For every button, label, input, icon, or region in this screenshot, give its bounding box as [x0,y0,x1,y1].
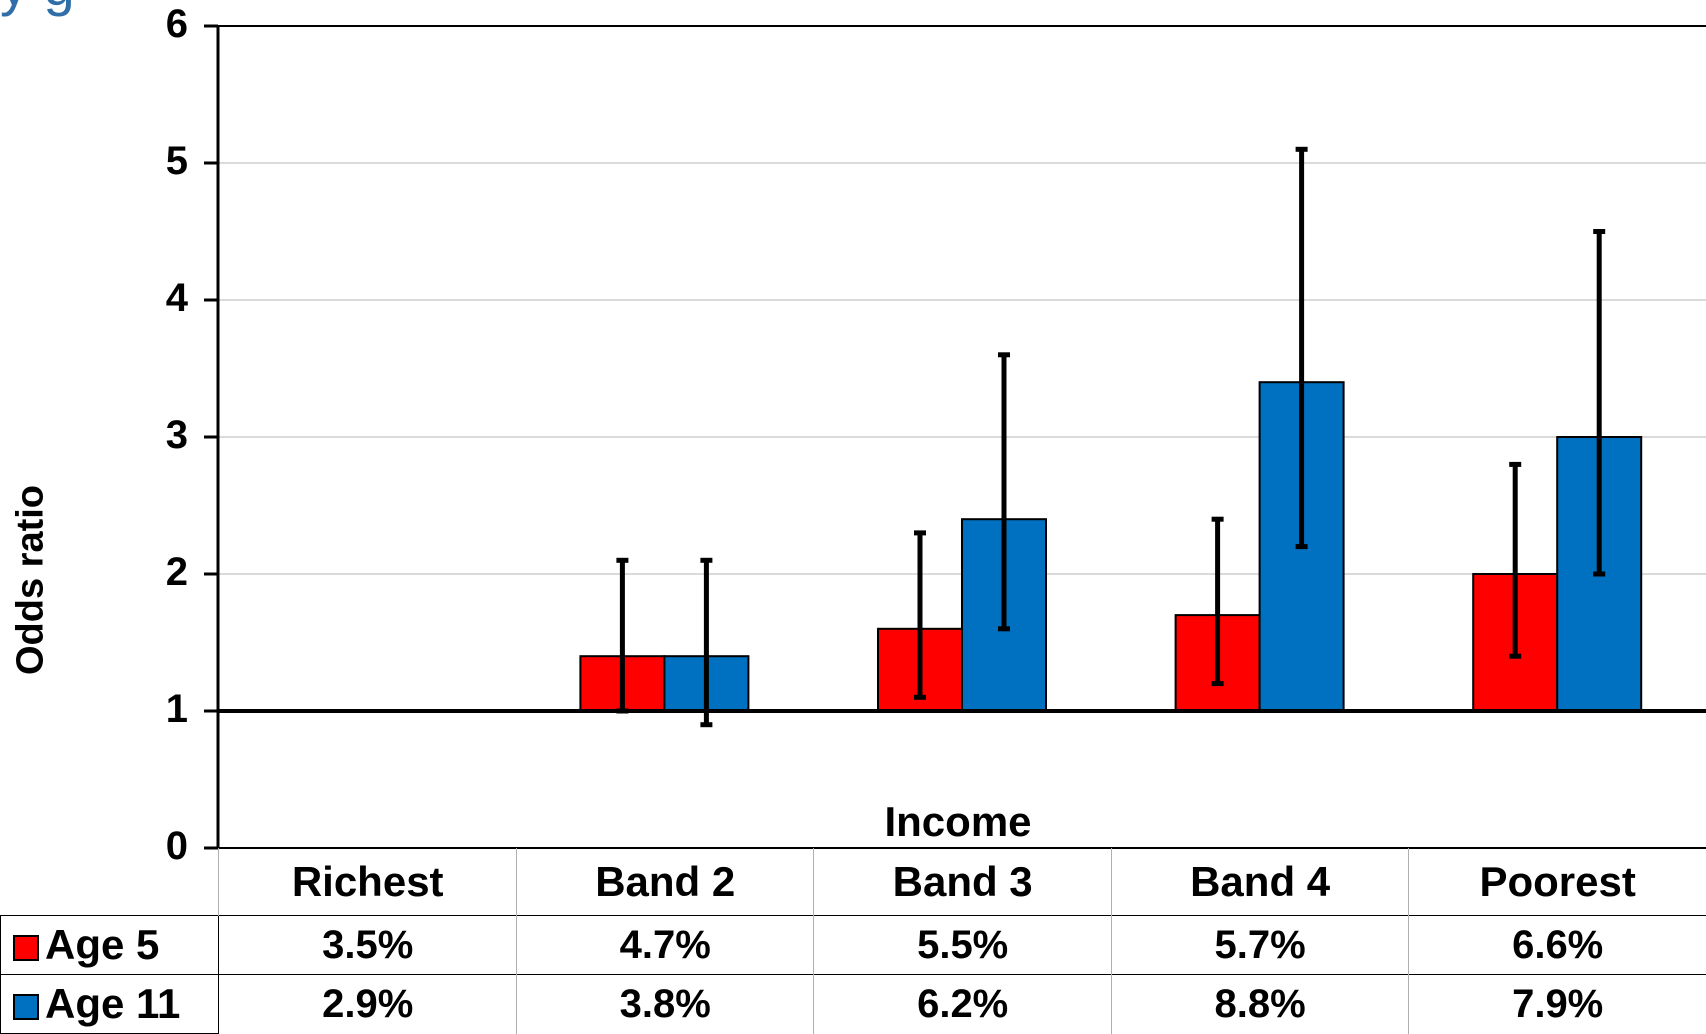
category-label: Band 2 [516,848,813,916]
table-cell: 2.9% [219,975,517,1034]
table-cell: 5.5% [814,916,1111,975]
y-tick-label: 4 [128,276,188,321]
y-tick-label: 1 [128,687,188,732]
y-tick-label: 2 [128,550,188,595]
table-cell: 7.9% [1409,975,1706,1034]
legend-swatch-red [13,935,39,961]
table-cell: 8.8% [1111,975,1408,1034]
category-label: Richest [219,848,517,916]
legend-entry-age5: Age 5 [1,916,219,975]
data-table-corner [1,848,219,916]
table-cell: 3.5% [219,916,517,975]
data-table-row-age5: Age 5 3.5% 4.7% 5.5% 5.7% 6.6% [1,916,1706,975]
legend-label: Age 5 [45,921,159,968]
legend-label: Age 11 [45,980,180,1027]
table-cell: 5.7% [1111,916,1408,975]
table-cell: 6.2% [814,975,1111,1034]
table-cell: 4.7% [516,916,813,975]
legend-entry-age11: Age 11 [1,975,219,1034]
legend-swatch-blue [13,994,39,1020]
x-axis-label: Income [884,798,1031,846]
table-cell: 6.6% [1409,916,1706,975]
table-cell: 3.8% [516,975,813,1034]
y-axis-label: Odds ratio [10,485,53,675]
data-table-header-row: Richest Band 2 Band 3 Band 4 Poorest [1,848,1706,916]
category-label: Band 4 [1111,848,1408,916]
data-table-row-age11: Age 11 2.9% 3.8% 6.2% 8.8% 7.9% [1,975,1706,1034]
category-label: Poorest [1409,848,1706,916]
y-tick-label: 5 [128,139,188,184]
data-table: Richest Band 2 Band 3 Band 4 Poorest Age… [0,848,1706,1034]
y-tick-label: 6 [128,2,188,47]
y-tick-label: 3 [128,413,188,458]
category-label: Band 3 [814,848,1111,916]
bars [580,382,1641,711]
